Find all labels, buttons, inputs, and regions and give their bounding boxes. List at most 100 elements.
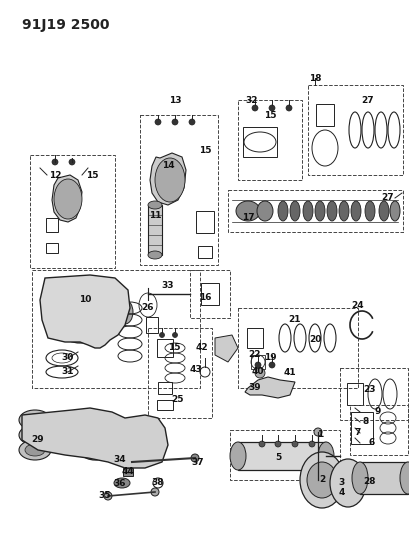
Text: 17: 17 — [241, 214, 254, 222]
Text: 38: 38 — [151, 479, 164, 488]
Text: 2: 2 — [318, 475, 324, 484]
Circle shape — [189, 119, 195, 125]
Text: 3: 3 — [338, 479, 344, 488]
Text: 15: 15 — [198, 146, 211, 155]
Bar — [123, 468, 133, 476]
Ellipse shape — [19, 410, 51, 430]
Ellipse shape — [148, 201, 162, 209]
Circle shape — [159, 333, 164, 337]
Ellipse shape — [19, 425, 51, 445]
Circle shape — [285, 105, 291, 111]
Text: 32: 32 — [245, 95, 258, 104]
Text: 7: 7 — [354, 429, 360, 438]
Ellipse shape — [338, 201, 348, 221]
Ellipse shape — [306, 462, 336, 498]
Circle shape — [151, 488, 159, 496]
Circle shape — [118, 458, 126, 466]
Ellipse shape — [277, 201, 287, 221]
Ellipse shape — [329, 459, 365, 507]
Text: 26: 26 — [142, 303, 154, 311]
Text: 15: 15 — [263, 110, 276, 119]
Polygon shape — [150, 153, 186, 205]
Ellipse shape — [399, 462, 409, 494]
Ellipse shape — [389, 201, 399, 221]
Circle shape — [191, 454, 198, 462]
Bar — [346, 383, 362, 405]
Bar — [146, 317, 157, 333]
Bar — [250, 355, 264, 369]
Circle shape — [268, 105, 274, 111]
Text: 29: 29 — [31, 435, 44, 445]
Circle shape — [258, 441, 264, 447]
Bar — [200, 283, 218, 305]
Text: 24: 24 — [351, 301, 364, 310]
Circle shape — [172, 119, 178, 125]
Ellipse shape — [314, 201, 324, 221]
Polygon shape — [245, 377, 294, 398]
Ellipse shape — [256, 201, 272, 221]
Text: 1: 1 — [316, 431, 322, 440]
Bar — [246, 328, 262, 348]
Text: 37: 37 — [191, 458, 204, 467]
Text: 40: 40 — [251, 367, 264, 376]
Circle shape — [291, 441, 297, 447]
Bar — [46, 218, 58, 232]
Polygon shape — [214, 335, 237, 362]
Bar — [46, 243, 58, 253]
Text: 19: 19 — [263, 353, 276, 362]
Text: 4: 4 — [338, 489, 344, 497]
Text: 30: 30 — [62, 353, 74, 362]
Circle shape — [172, 333, 177, 337]
Text: 15: 15 — [167, 343, 180, 352]
Text: 21: 21 — [288, 316, 301, 325]
Polygon shape — [22, 408, 168, 468]
Circle shape — [52, 159, 58, 165]
Text: 33: 33 — [162, 280, 174, 289]
Circle shape — [308, 441, 314, 447]
Text: 34: 34 — [113, 456, 126, 464]
Polygon shape — [52, 175, 82, 222]
Text: 13: 13 — [169, 95, 181, 104]
Text: 91J19 2500: 91J19 2500 — [22, 18, 109, 32]
Ellipse shape — [350, 201, 360, 221]
Text: 20: 20 — [308, 335, 320, 344]
Text: 44: 44 — [121, 467, 134, 477]
Circle shape — [155, 119, 161, 125]
Ellipse shape — [114, 478, 130, 488]
Circle shape — [254, 368, 264, 378]
Bar — [148, 205, 162, 255]
Text: 14: 14 — [161, 160, 174, 169]
Ellipse shape — [155, 158, 184, 202]
Ellipse shape — [117, 300, 133, 324]
Bar — [350, 412, 372, 444]
Bar — [359, 462, 407, 494]
Ellipse shape — [19, 440, 51, 460]
Ellipse shape — [302, 201, 312, 221]
Ellipse shape — [378, 201, 388, 221]
Text: 22: 22 — [248, 351, 261, 359]
Bar — [157, 339, 173, 357]
Bar — [157, 382, 172, 394]
Text: 18: 18 — [308, 74, 321, 83]
Circle shape — [313, 428, 321, 436]
Bar — [157, 400, 173, 410]
Ellipse shape — [25, 444, 45, 456]
Text: 28: 28 — [363, 478, 375, 487]
Text: 41: 41 — [283, 368, 296, 377]
Text: 27: 27 — [381, 193, 393, 203]
Text: 39: 39 — [248, 384, 261, 392]
Text: 10: 10 — [79, 295, 91, 304]
Text: 25: 25 — [171, 395, 184, 405]
Text: 36: 36 — [113, 480, 126, 489]
Ellipse shape — [326, 201, 336, 221]
Text: 8: 8 — [362, 417, 368, 426]
Bar — [243, 127, 276, 157]
Ellipse shape — [229, 442, 245, 470]
Ellipse shape — [364, 201, 374, 221]
Bar — [237, 442, 325, 470]
Text: 27: 27 — [361, 95, 373, 104]
Circle shape — [69, 159, 75, 165]
Bar — [198, 246, 211, 258]
Circle shape — [104, 492, 112, 500]
Polygon shape — [40, 275, 130, 348]
